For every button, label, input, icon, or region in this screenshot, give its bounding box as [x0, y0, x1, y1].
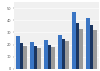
Bar	[86, 18, 90, 69]
Bar	[76, 23, 79, 69]
Bar	[62, 39, 65, 69]
Bar	[65, 41, 69, 69]
Bar	[37, 48, 41, 69]
Bar	[93, 30, 97, 69]
Bar	[16, 36, 20, 69]
Bar	[51, 47, 55, 69]
Bar	[23, 46, 27, 69]
Bar	[20, 43, 23, 69]
Bar	[58, 35, 62, 69]
Bar	[44, 40, 48, 69]
Bar	[90, 25, 93, 69]
Bar	[79, 29, 83, 69]
Bar	[72, 12, 76, 69]
Bar	[48, 45, 51, 69]
Bar	[30, 42, 34, 69]
Bar	[34, 46, 37, 69]
